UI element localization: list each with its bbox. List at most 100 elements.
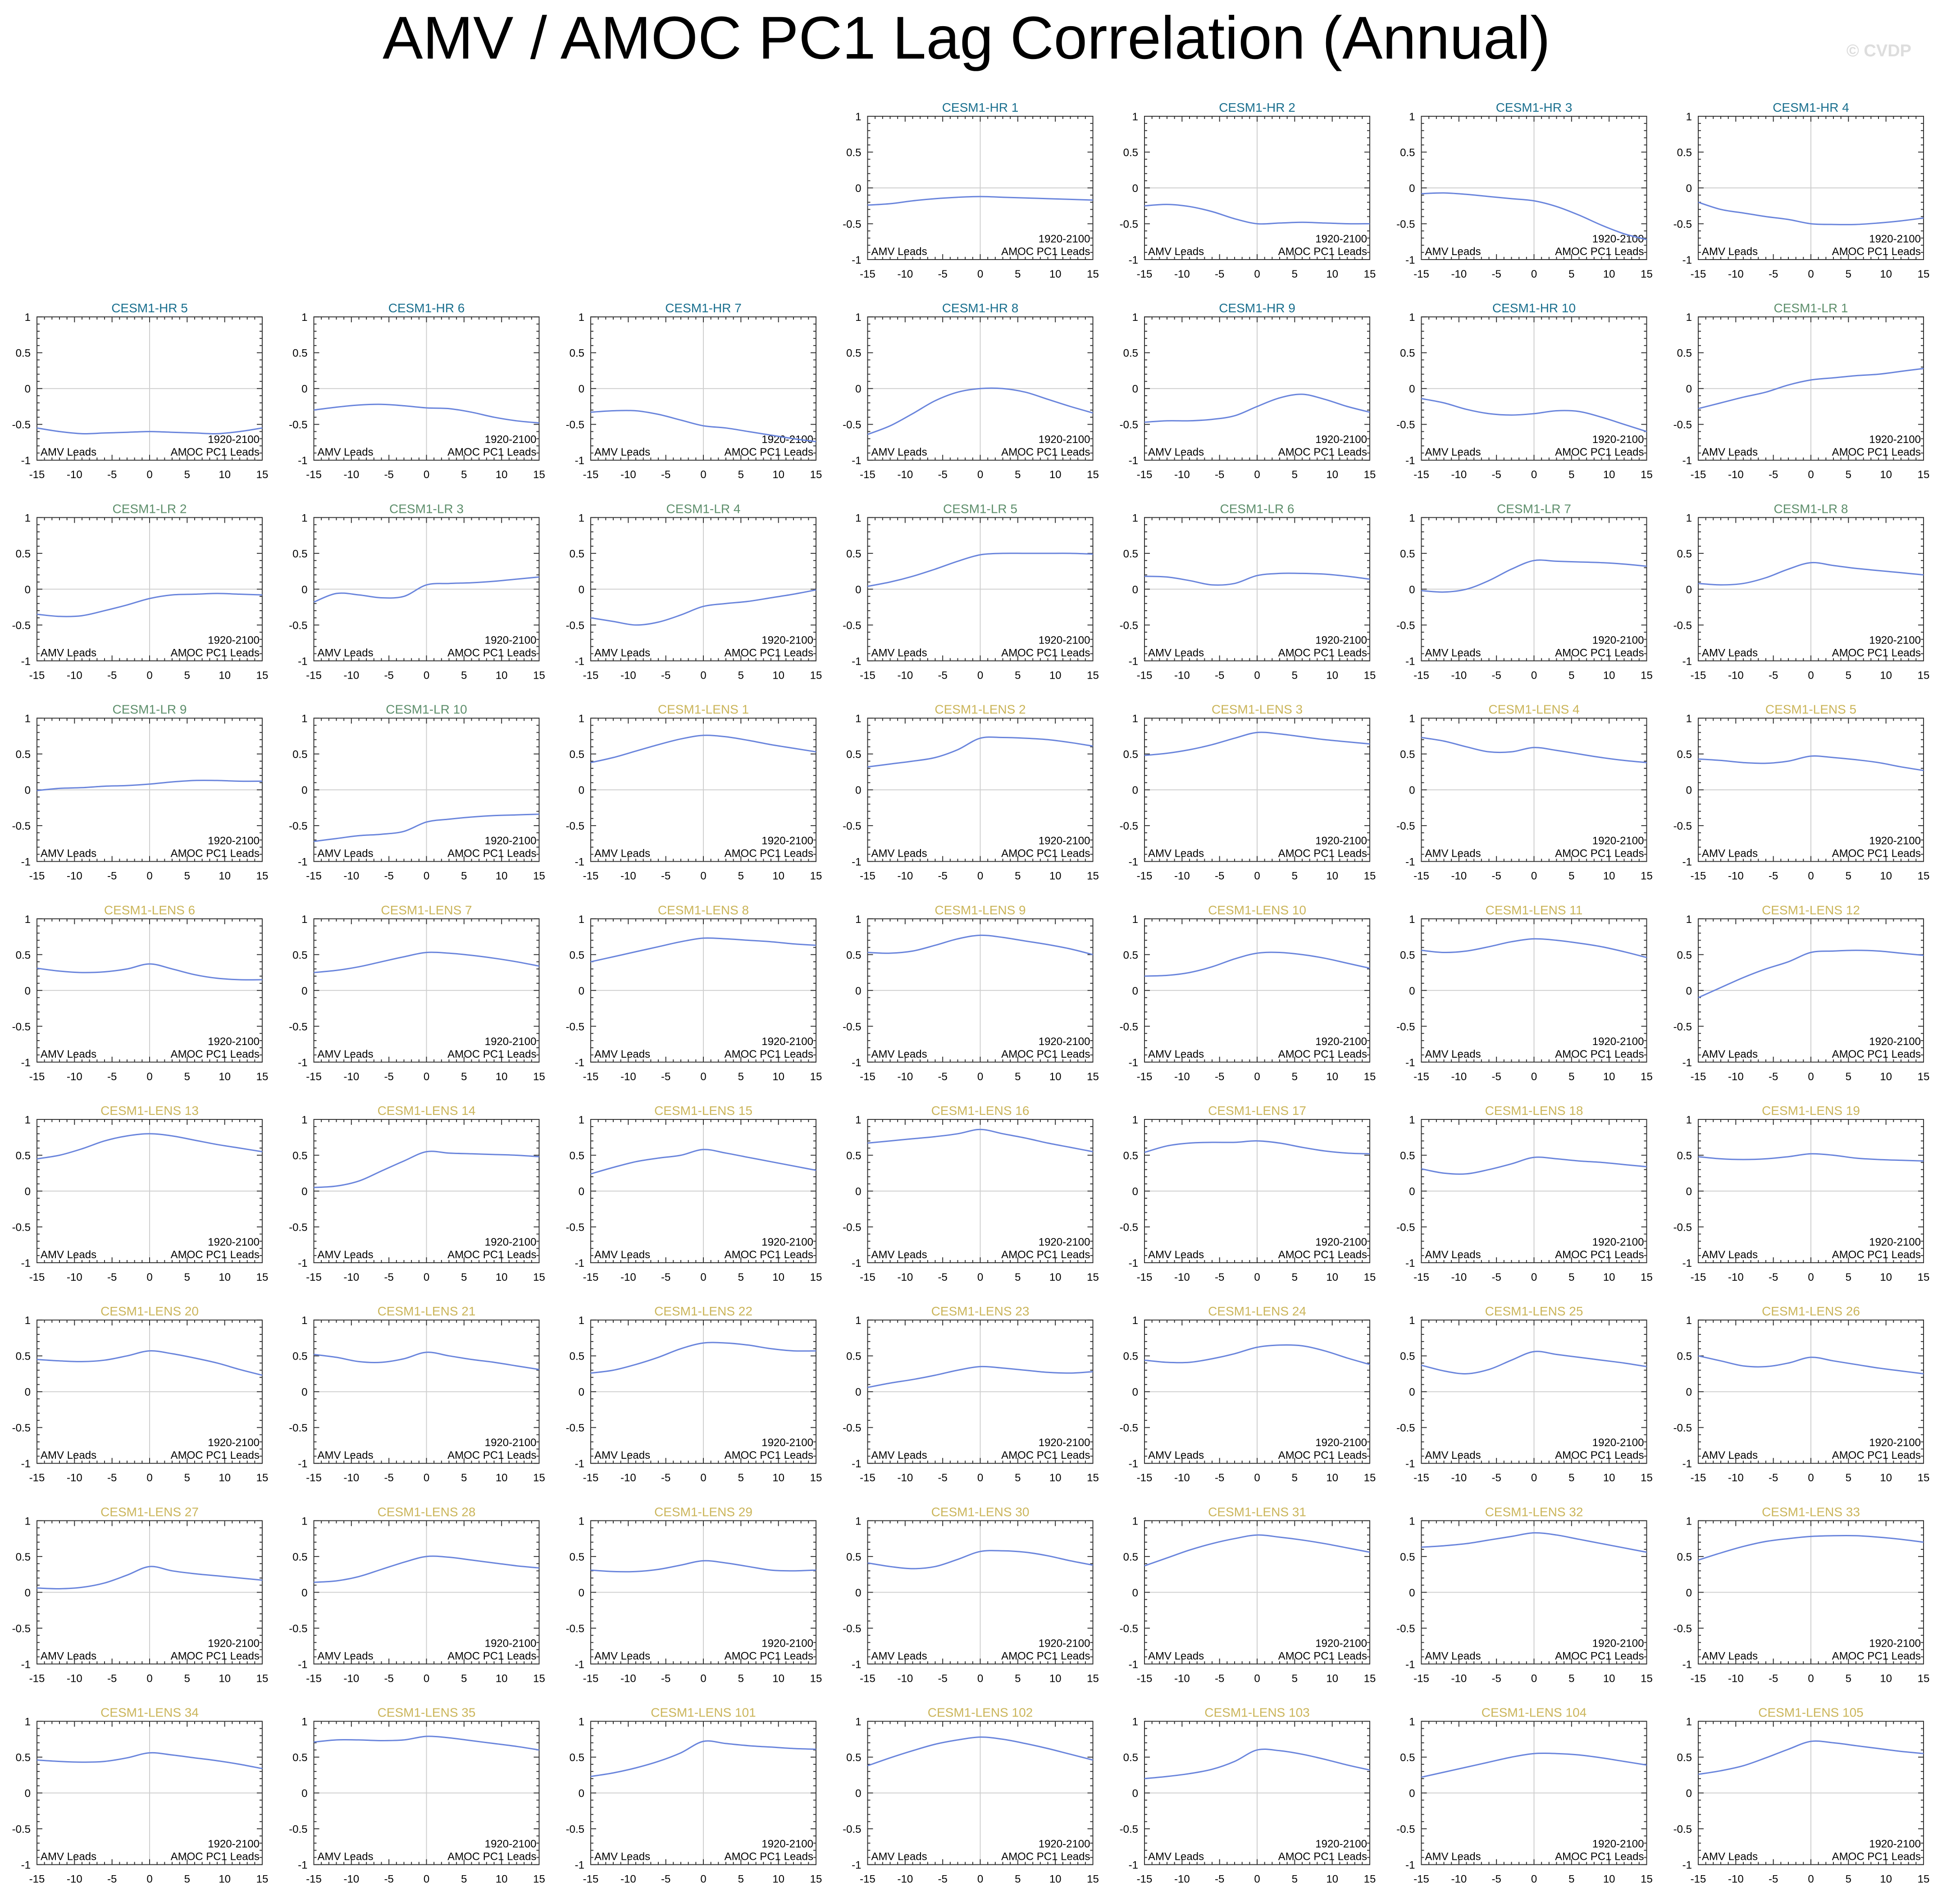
x-tick-label: 15 xyxy=(256,669,269,681)
amoc-leads-label: AMOC PC1 Leads xyxy=(447,848,536,860)
y-tick-label: -1 xyxy=(852,254,861,266)
y-tick-label: 0 xyxy=(855,1186,861,1198)
panel-title: CESM1-LR 7 xyxy=(1497,502,1571,516)
y-tick-label: 0.5 xyxy=(1677,749,1692,761)
x-tick-label: -5 xyxy=(107,870,117,882)
x-tick-label: 0 xyxy=(1808,1071,1814,1083)
y-tick-label: -0.5 xyxy=(1120,1222,1138,1234)
amv-leads-label: AMV Leads xyxy=(1425,246,1481,258)
x-tick-label: 0 xyxy=(700,1271,706,1283)
x-tick-label: -5 xyxy=(1215,669,1224,681)
amv-leads-label: AMV Leads xyxy=(1702,848,1758,860)
amoc-leads-label: AMOC PC1 Leads xyxy=(1832,246,1921,258)
amoc-leads-label: AMOC PC1 Leads xyxy=(725,647,813,659)
amv-leads-label: AMV Leads xyxy=(41,1048,96,1060)
x-tick-label: 10 xyxy=(219,1472,231,1484)
x-tick-label: 15 xyxy=(533,669,545,681)
period-label: 1920-2100 xyxy=(1869,1036,1921,1048)
x-tick-label: 5 xyxy=(1568,1071,1574,1083)
y-tick-label: 0.5 xyxy=(1123,749,1138,761)
y-tick-label: 0 xyxy=(25,584,31,596)
x-tick-label: 5 xyxy=(1292,669,1298,681)
amv-leads-label: AMV Leads xyxy=(1425,848,1481,860)
x-tick-label: -5 xyxy=(1491,469,1501,481)
panel-title: CESM1-LENS 9 xyxy=(935,903,1026,917)
lag-panel: -15 -10 -5 0 5 10 15 1 0.5 0 -0.5 -1 CESM1-LENS 17 AM… xyxy=(1120,1104,1376,1283)
panel-title: CESM1-LENS 15 xyxy=(654,1104,752,1118)
panel-title: CESM1-LR 8 xyxy=(1774,502,1848,516)
y-tick-label: -0.5 xyxy=(1396,1021,1415,1033)
lag-panel: -15 -10 -5 0 5 10 15 1 0.5 0 -0.5 -1 CESM1-LENS 16 AM… xyxy=(843,1104,1099,1283)
y-tick-label: 0.5 xyxy=(1400,749,1415,761)
y-tick-label: 1 xyxy=(1686,713,1692,725)
x-tick-label: -15 xyxy=(1691,870,1706,882)
x-tick-label: -15 xyxy=(860,870,875,882)
y-tick-label: 0 xyxy=(855,584,861,596)
x-tick-label: 10 xyxy=(219,469,231,481)
y-tick-label: 0 xyxy=(301,1186,307,1198)
correlation-line xyxy=(36,963,263,981)
period-label: 1920-2100 xyxy=(1039,233,1090,245)
x-tick-label: 0 xyxy=(146,469,152,481)
y-tick-label: -0.5 xyxy=(12,620,31,632)
y-tick-label: -1 xyxy=(1682,455,1692,467)
x-tick-label: 5 xyxy=(461,669,467,681)
lag-panel: -15 -10 -5 0 5 10 15 1 0.5 0 -0.5 -1 CESM1-LENS 10 AM… xyxy=(1120,903,1376,1083)
y-tick-label: -1 xyxy=(575,655,584,667)
y-tick-label: -1 xyxy=(1682,1057,1692,1069)
amv-leads-label: AMV Leads xyxy=(318,647,374,659)
x-tick-label: 10 xyxy=(1326,669,1338,681)
x-tick-label: -15 xyxy=(1413,1071,1429,1083)
lag-panel: -15 -10 -5 0 5 10 15 1 0.5 0 -0.5 -1 CESM1-HR 3 AMV L… xyxy=(1396,100,1653,280)
x-tick-label: -15 xyxy=(860,1271,875,1283)
correlation-line xyxy=(1698,201,1924,225)
x-tick-label: -10 xyxy=(620,870,636,882)
y-tick-label: -1 xyxy=(1405,254,1415,266)
lag-panel: -15 -10 -5 0 5 10 15 1 0.5 0 -0.5 -1 CESM1-LENS 8 AMV… xyxy=(566,903,822,1083)
y-tick-label: -1 xyxy=(1405,1257,1415,1269)
amoc-leads-label: AMOC PC1 Leads xyxy=(1555,647,1644,659)
x-tick-label: 10 xyxy=(772,1271,784,1283)
amoc-leads-label: AMOC PC1 Leads xyxy=(171,1249,260,1261)
period-label: 1920-2100 xyxy=(1039,634,1090,646)
x-tick-label: -15 xyxy=(1137,1071,1153,1083)
y-tick-label: 1 xyxy=(579,1114,584,1126)
x-tick-label: -5 xyxy=(661,1271,670,1283)
y-tick-label: -1 xyxy=(1405,655,1415,667)
lag-panel: -15 -10 -5 0 5 10 15 1 0.5 0 -0.5 -1 CESM1-LR 2 AMV L… xyxy=(12,502,269,681)
panel-title: CESM1-LENS 18 xyxy=(1485,1104,1583,1118)
x-tick-label: -15 xyxy=(1137,870,1153,882)
amv-leads-label: AMV Leads xyxy=(871,1048,927,1060)
y-tick-label: -0.5 xyxy=(1396,1222,1415,1234)
x-tick-label: -10 xyxy=(1728,669,1744,681)
lag-panel: -15 -10 -5 0 5 10 15 1 0.5 0 -0.5 -1 CESM1-LENS 2 AMV… xyxy=(843,703,1099,882)
x-tick-label: 0 xyxy=(1254,1071,1260,1083)
x-tick-label: 10 xyxy=(219,1071,231,1083)
y-tick-label: -1 xyxy=(575,1257,584,1269)
lag-panel: -15 -10 -5 0 5 10 15 1 0.5 0 -0.5 -1 CESM1-HR 1 AMV L… xyxy=(843,100,1099,280)
x-tick-label: 5 xyxy=(1015,1271,1021,1283)
amoc-leads-label: AMOC PC1 Leads xyxy=(171,1048,260,1060)
x-tick-label: -5 xyxy=(384,1071,393,1083)
period-label: 1920-2100 xyxy=(1592,233,1644,245)
y-tick-label: -1 xyxy=(21,455,31,467)
x-tick-label: -5 xyxy=(1769,469,1778,481)
x-tick-label: 0 xyxy=(146,669,152,681)
x-tick-label: -5 xyxy=(1215,1271,1224,1283)
amoc-leads-label: AMOC PC1 Leads xyxy=(1001,848,1090,860)
panel-title: CESM1-LENS 3 xyxy=(1212,703,1303,717)
x-tick-label: 15 xyxy=(1918,1271,1930,1283)
x-tick-label: -5 xyxy=(384,1271,393,1283)
amv-leads-label: AMV Leads xyxy=(871,246,927,258)
amv-leads-label: AMV Leads xyxy=(1425,446,1481,458)
amv-leads-label: AMV Leads xyxy=(871,446,927,458)
panel-title: CESM1-HR 5 xyxy=(111,301,188,315)
y-tick-label: 1 xyxy=(25,713,31,725)
lag-panel: -15 -10 -5 0 5 10 15 1 0.5 0 -0.5 -1 CESM1-LENS 9 AMV… xyxy=(843,903,1099,1083)
y-tick-label: -0.5 xyxy=(566,1222,584,1234)
x-tick-label: -10 xyxy=(897,469,913,481)
y-tick-label: -0.5 xyxy=(12,1021,31,1033)
x-tick-label: 5 xyxy=(1568,268,1574,280)
x-tick-label: 0 xyxy=(146,1271,152,1283)
period-label: 1920-2100 xyxy=(1315,1036,1367,1048)
